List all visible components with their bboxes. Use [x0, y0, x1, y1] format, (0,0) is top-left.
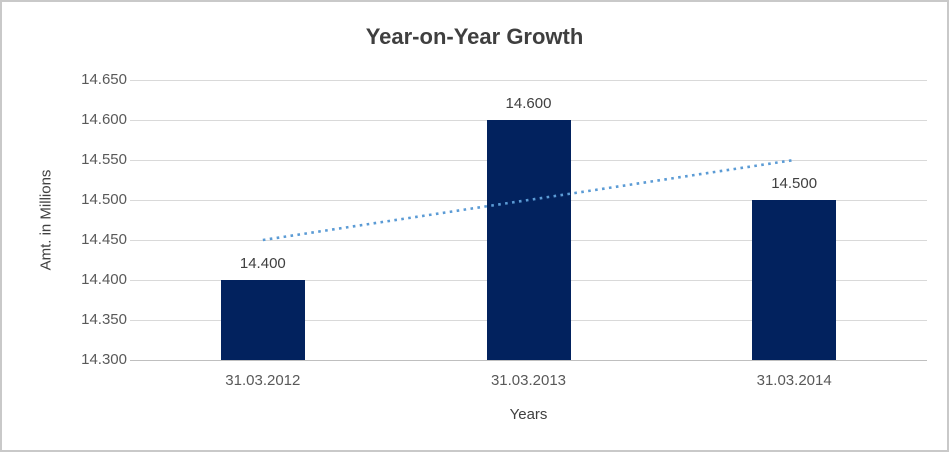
y-axis-tick-label: 14.650	[81, 71, 127, 88]
y-axis-tick-label: 14.450	[81, 231, 127, 248]
y-axis-tick-label: 14.400	[81, 271, 127, 288]
chart-title: Year-on-Year Growth	[365, 24, 584, 49]
plot-area: 14.400 14.600 14.500	[130, 79, 927, 361]
y-axis-tick-label: 14.300	[81, 351, 127, 368]
x-axis-title: Years	[509, 406, 548, 423]
bar-31.03.2014	[752, 200, 837, 360]
y-axis-title-text: Amt. in Millions	[37, 169, 55, 271]
data-label: 14.400	[239, 255, 286, 272]
trendline	[262, 158, 795, 242]
y-axis-tick-label: 14.350	[81, 311, 127, 328]
data-label: 14.500	[771, 175, 818, 192]
gridline	[130, 79, 927, 81]
y-axis-tick-label: 14.550	[81, 151, 127, 168]
y-axis-tick-label: 14.500	[81, 191, 127, 208]
y-axis-tick-label: 14.600	[81, 111, 127, 128]
x-axis-line	[130, 359, 927, 361]
bar-31.03.2013	[486, 120, 571, 360]
x-axis-category-label: 31.03.2014	[756, 372, 832, 389]
bar-31.03.2012	[220, 280, 305, 360]
x-axis-category-label: 31.03.2012	[225, 372, 301, 389]
data-label: 14.600	[505, 95, 552, 112]
x-axis-category-label: 31.03.2013	[490, 372, 567, 389]
trendline-layer	[262, 158, 795, 242]
